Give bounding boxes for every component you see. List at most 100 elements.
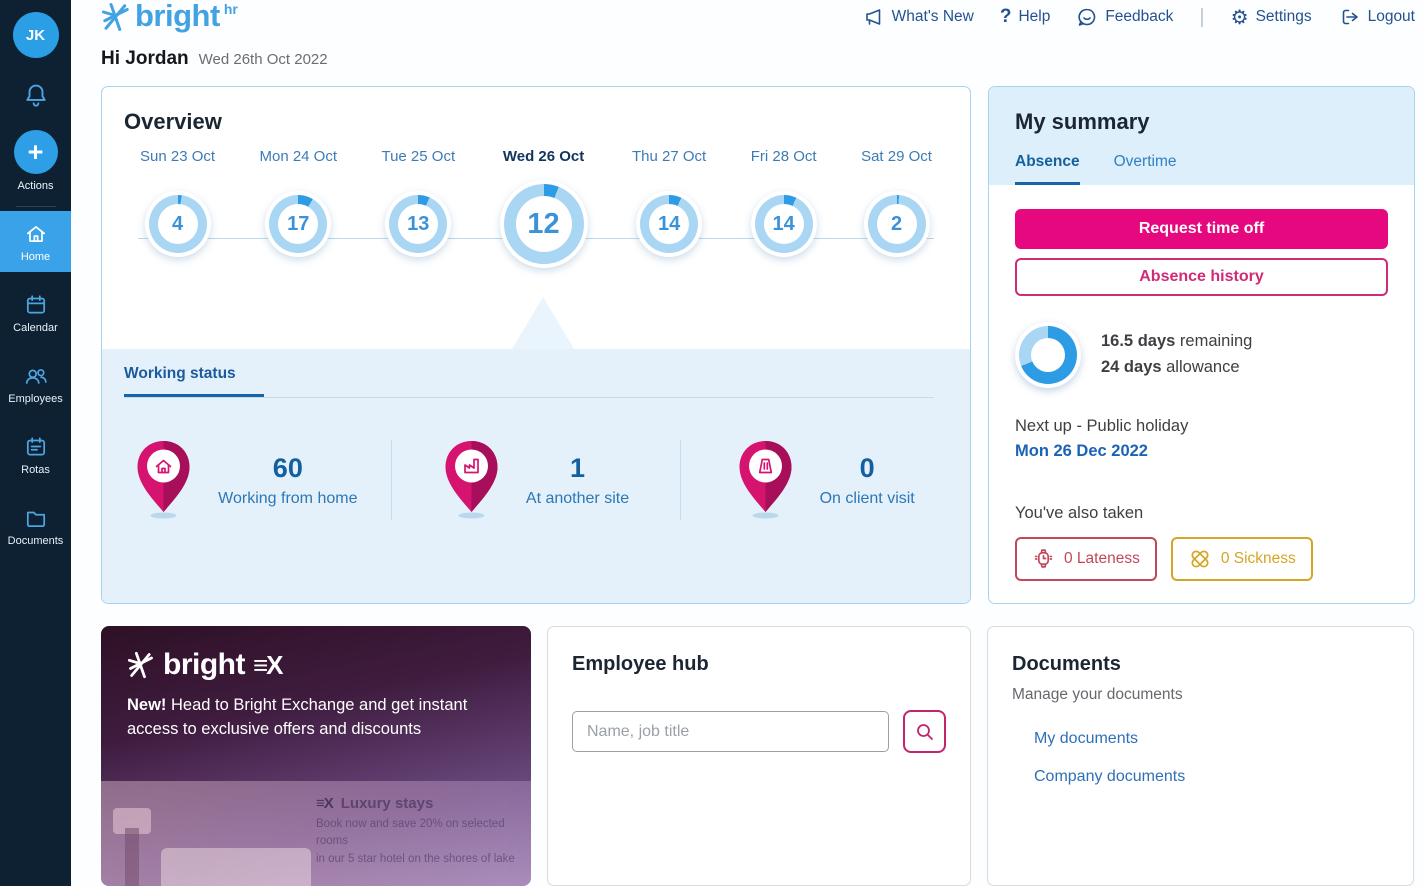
employee-search-button[interactable] — [903, 710, 946, 753]
sidebar-items: Home Calendar Employees Rotas Documents — [0, 211, 71, 556]
allowance-donut-row: 16.5 days remaining 24 days allowance — [1015, 322, 1388, 388]
sidebar-item-employees[interactable]: Employees — [0, 353, 71, 414]
gear-icon: ⚙ — [1230, 6, 1249, 29]
promo-preview-image: ≡X Luxury stays Book now and save 20% on … — [101, 781, 531, 886]
brighthr-logo[interactable]: bright hr — [101, 0, 238, 34]
badge--sickness[interactable]: 0 Sickness — [1170, 536, 1313, 581]
day-item-sat-29-oct[interactable]: Sat 29 Oct 2 — [861, 145, 932, 349]
day-label: Thu 27 Oct — [632, 148, 707, 165]
my-summary-body: Request time off Absence history 16.5 da… — [989, 185, 1414, 603]
day-ring-chart: 12 — [499, 180, 588, 268]
sidebar-item-home[interactable]: Home — [0, 211, 71, 272]
my-summary-tabs: Absence Overtime — [1015, 153, 1388, 185]
nav-settings[interactable]: ⚙ Settings — [1231, 5, 1312, 30]
day-label: Mon 24 Oct — [259, 148, 338, 165]
employee-search-input[interactable] — [572, 711, 889, 752]
sidebar-item-actions[interactable]: + Actions — [13, 130, 58, 192]
pin-factory-icon — [443, 440, 500, 520]
sidebar-item-rotas[interactable]: Rotas — [0, 424, 71, 485]
logout-icon — [1338, 6, 1361, 28]
day-item-sun-23-oct[interactable]: Sun 23 Oct 4 — [140, 145, 215, 349]
nav-label: Help — [1018, 8, 1051, 25]
absence-history-button[interactable]: Absence history — [1015, 258, 1388, 296]
home-icon — [24, 222, 48, 246]
day-ring-chart: 2 — [863, 191, 930, 257]
search-icon — [914, 721, 936, 743]
documents-subtitle: Manage your documents — [1012, 686, 1183, 703]
request-time-off-button[interactable]: Request time off — [1015, 209, 1388, 249]
working-status-section: Working status 60 Working from home 1 At… — [102, 297, 970, 603]
my-summary-title: My summary — [1015, 109, 1150, 134]
bright-exchange-promo-card[interactable]: bright ≡X New! Head to Bright Exchange a… — [101, 626, 531, 886]
link-my-documents[interactable]: My documents — [1034, 730, 1139, 747]
logo-text: bright — [135, 0, 220, 33]
day-count: 13 — [398, 204, 439, 244]
bottom-cards-row: bright ≡X New! Head to Bright Exchange a… — [101, 626, 1415, 886]
nav-help[interactable]: ? Help — [1000, 6, 1051, 28]
badge--lateness[interactable]: 0 Lateness — [1015, 536, 1157, 581]
stat-on-client-visit: 0 On client visit — [680, 440, 970, 520]
sidebar-divider — [15, 206, 56, 207]
day-label: Fri 28 Oct — [750, 148, 817, 165]
avatar[interactable]: JK — [12, 12, 59, 58]
next-up-block: Next up - Public holiday Mon 26 Dec 2022 — [1015, 414, 1388, 464]
stat-value: 0 — [859, 452, 875, 483]
megaphone-icon — [862, 6, 885, 28]
overview-card: Overview Sun 23 Oct 4 Mon 24 Oct 17 Tue … — [101, 86, 971, 604]
day-count: 2 — [876, 204, 917, 244]
notifications-bell-icon[interactable] — [23, 82, 49, 108]
selected-day-pointer — [511, 297, 574, 349]
logo-star-icon — [127, 649, 155, 681]
day-count: 4 — [157, 204, 198, 244]
day-label: Sat 29 Oct — [861, 148, 932, 165]
link-company-documents[interactable]: Company documents — [1034, 768, 1186, 785]
help-icon: ? — [999, 6, 1012, 27]
badge-label: 0 Sickness — [1220, 549, 1296, 567]
exchange-ex-icon: ≡X — [252, 649, 283, 680]
top-nav: What's New? Help Feedback | ⚙ Settings Logout — [862, 5, 1415, 30]
greeting-date: Wed 26th Oct 2022 — [198, 51, 328, 68]
plus-icon: + — [13, 130, 58, 174]
day-ring-chart: 13 — [385, 191, 452, 257]
tab-working-status[interactable]: Working status — [124, 365, 264, 397]
pin-home-icon — [135, 440, 192, 520]
day-item-fri-28-oct[interactable]: Fri 28 Oct 14 — [750, 145, 817, 349]
documents-card: Documents Manage your documents My docum… — [987, 626, 1414, 886]
tab-overtime[interactable]: Overtime — [1113, 153, 1177, 170]
sidebar-item-calendar[interactable]: Calendar — [0, 282, 71, 343]
greeting: Hi Jordan Wed 26th Oct 2022 — [101, 48, 1415, 70]
logo-suffix: hr — [223, 1, 238, 17]
employee-hub-title: Employee hub — [572, 653, 709, 675]
stat-at-another-site: 1 At another site — [390, 440, 681, 520]
stat-working-from-home: 60 Working from home — [102, 440, 391, 520]
stat-value: 1 — [569, 452, 586, 483]
stat-label: At another site — [525, 489, 630, 507]
absence-badges: 0 Lateness 0 Sickness — [1015, 536, 1388, 581]
promo-text: New! Head to Bright Exchange and get ins… — [127, 696, 468, 738]
day-item-mon-24-oct[interactable]: Mon 24 Oct 17 — [259, 145, 337, 349]
week-day-strip: Sun 23 Oct 4 Mon 24 Oct 17 Tue 25 Oct 13… — [102, 135, 970, 349]
main-area: bright hr What's New? Help Feedback | ⚙ Setti… — [71, 0, 1426, 886]
nav-feedback[interactable]: Feedback — [1076, 6, 1173, 28]
day-ring-chart: 14 — [636, 191, 703, 257]
stat-value: 60 — [272, 452, 303, 483]
nav-what-s-new[interactable]: What's New — [862, 6, 974, 28]
my-summary-card: My summary Absence Overtime Request time … — [988, 86, 1415, 604]
feedback-icon — [1076, 6, 1098, 28]
allowance-text: 16.5 days remaining 24 days allowance — [1101, 332, 1253, 376]
day-ring-chart: 4 — [144, 191, 211, 257]
bright-exchange-logo: bright ≡X — [127, 648, 505, 682]
sidebar: JK + Actions Home Calendar Employees Rotas D… — [0, 0, 71, 886]
day-item-wed-26-oct[interactable]: Wed 26 Oct 12 — [499, 145, 588, 349]
sidebar-item-documents[interactable]: Documents — [0, 495, 71, 556]
documents-links: My documents Company documents — [1012, 730, 1389, 786]
nav-label: Feedback — [1105, 8, 1174, 25]
logo-star-icon — [101, 0, 131, 34]
nav-label: Settings — [1255, 8, 1312, 25]
my-summary-header: My summary Absence Overtime — [989, 87, 1414, 185]
day-item-tue-25-oct[interactable]: Tue 25 Oct 13 — [381, 145, 455, 349]
day-item-thu-27-oct[interactable]: Thu 27 Oct 14 — [632, 145, 706, 349]
tab-absence[interactable]: Absence — [1015, 153, 1080, 185]
nav-logout[interactable]: Logout — [1338, 6, 1415, 28]
overview-title: Overview — [124, 109, 222, 134]
